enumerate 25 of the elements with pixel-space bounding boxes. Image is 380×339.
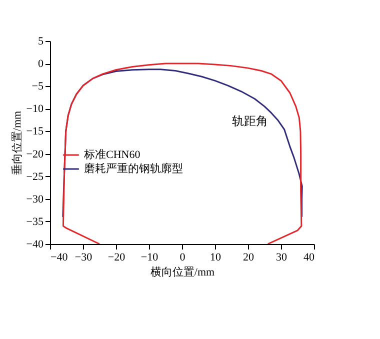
y-tick-label: −35 (26, 216, 44, 228)
legend-label: 标准CHN60 (83, 148, 141, 161)
x-tick-label: −40 (50, 252, 68, 264)
y-tick-label: −30 (26, 193, 44, 206)
y-tick-label: −5 (32, 80, 44, 93)
x-tick-label: 20 (243, 252, 254, 264)
y-tick-label: −40 (26, 238, 44, 250)
y-axis-title: 垂向位置/mm (10, 110, 24, 176)
y-tick-label: −10 (26, 103, 44, 116)
x-tick-label: −30 (74, 252, 93, 264)
x-tick-label: 10 (210, 252, 222, 264)
y-tick-label: −15 (26, 126, 44, 138)
y-tick-label: −25 (26, 170, 44, 183)
x-tick-label: 40 (304, 252, 315, 264)
x-tick-label: −10 (140, 252, 159, 264)
y-tick-label: 0 (38, 58, 44, 70)
annotation: 轨距角 (232, 114, 268, 128)
x-tick-label: 30 (276, 252, 288, 264)
y-tick-label: −20 (26, 148, 44, 160)
line-series (62, 62, 302, 244)
x-axis-title: 横向位置/mm (150, 266, 216, 278)
legend-label: 磨耗严重的钢轨廓型 (84, 162, 183, 175)
y-tick-label: 5 (38, 36, 44, 48)
x-tick-label: 0 (180, 252, 186, 264)
x-tick-label: −20 (108, 252, 126, 264)
